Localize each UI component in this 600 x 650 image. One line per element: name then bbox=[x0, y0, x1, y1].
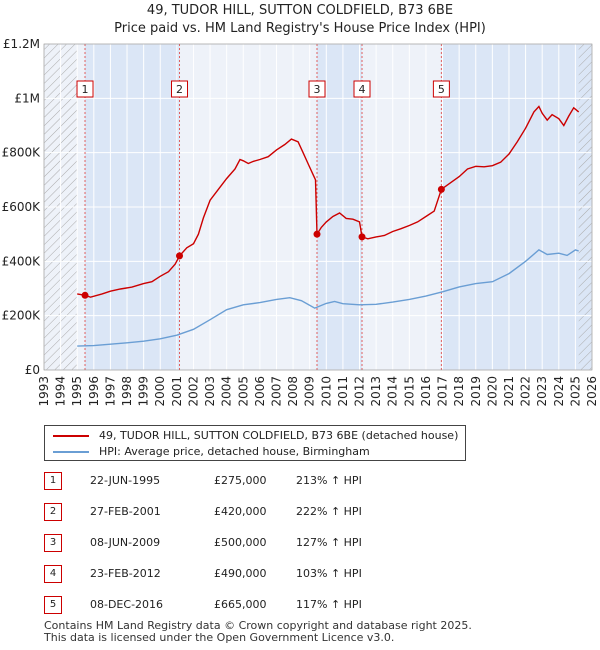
y-tick-label: £1M bbox=[14, 91, 40, 105]
legend-label-property: 49, TUDOR HILL, SUTTON COLDFIELD, B73 6B… bbox=[99, 429, 459, 442]
sale-price: £490,000 bbox=[214, 567, 267, 580]
sale-date: 22-JUN-1995 bbox=[90, 474, 161, 487]
x-tick-label: 2024 bbox=[552, 376, 566, 407]
x-tick-label: 2020 bbox=[485, 376, 499, 407]
x-tick-label: 2007 bbox=[269, 376, 283, 407]
sale-price: £500,000 bbox=[214, 536, 267, 549]
x-tick-label: 1994 bbox=[54, 376, 68, 407]
x-tick-label: 2017 bbox=[436, 376, 450, 407]
x-tick-label: 2018 bbox=[452, 376, 466, 407]
sale-marker-label: 1 bbox=[82, 83, 89, 96]
sale-marker-box bbox=[432, 80, 450, 98]
footer-attribution: Contains HM Land Registry data © Crown c… bbox=[44, 620, 472, 644]
x-tick-label: 1999 bbox=[137, 376, 151, 407]
sale-point bbox=[176, 252, 184, 260]
sale-marker-label: 5 bbox=[438, 83, 445, 96]
sale-hpi-change: 117% ↑ HPI bbox=[296, 598, 362, 611]
table-row: 1 22-JUN-1995 £275,000 213% ↑ HPI bbox=[44, 472, 444, 490]
sale-marker-box bbox=[76, 80, 94, 98]
sale-hpi-change: 222% ↑ HPI bbox=[296, 505, 362, 518]
x-tick-label: 2006 bbox=[253, 376, 267, 407]
x-tick-label: 1995 bbox=[70, 376, 84, 407]
x-tick-label: 1998 bbox=[120, 376, 134, 407]
x-tick-label: 2001 bbox=[170, 376, 184, 407]
x-tick-label: 2013 bbox=[369, 376, 383, 407]
x-tick-label: 2019 bbox=[469, 376, 483, 407]
sale-marker-box bbox=[353, 80, 371, 98]
sale-point bbox=[81, 291, 89, 299]
y-tick-label: £1.2M bbox=[3, 37, 40, 51]
x-tick-label: 2009 bbox=[303, 376, 317, 407]
x-tick-label: 2011 bbox=[336, 376, 350, 407]
table-row: 2 27-FEB-2001 £420,000 222% ↑ HPI bbox=[44, 503, 444, 521]
price-chart: 1 2 3 4 5 £0 £200K £400K £600K £800K £1M £1.2M 1993… bbox=[2, 37, 599, 407]
x-tick-label: 1997 bbox=[103, 376, 117, 407]
footer-line-1: Contains HM Land Registry data © Crown c… bbox=[44, 619, 472, 632]
x-tick-label: 2005 bbox=[236, 376, 250, 407]
sale-marker-box bbox=[171, 80, 189, 98]
sale-date: 27-FEB-2001 bbox=[90, 505, 161, 518]
y-tick-label: £600K bbox=[2, 200, 42, 214]
sale-point bbox=[437, 185, 445, 193]
table-row: 5 08-DEC-2016 £665,000 117% ↑ HPI bbox=[44, 596, 444, 614]
chart-title: 49, TUDOR HILL, SUTTON COLDFIELD, B73 6B… bbox=[0, 2, 600, 38]
x-tick-label: 2021 bbox=[502, 376, 516, 407]
sale-hpi-change: 213% ↑ HPI bbox=[296, 474, 362, 487]
y-tick-label: £400K bbox=[2, 254, 42, 268]
sale-marker-label: 3 bbox=[314, 83, 321, 96]
x-tick-label: 2015 bbox=[402, 376, 416, 407]
sale-point bbox=[313, 230, 321, 238]
x-tick-label: 2004 bbox=[220, 376, 234, 407]
plot-frame bbox=[43, 43, 593, 371]
x-tick-label: 2026 bbox=[585, 376, 599, 407]
x-tick-label: 2016 bbox=[419, 376, 433, 407]
x-tick-label: 2022 bbox=[519, 376, 533, 407]
sale-date: 08-DEC-2016 bbox=[90, 598, 164, 611]
title-line-1: 49, TUDOR HILL, SUTTON COLDFIELD, B73 6B… bbox=[146, 3, 454, 18]
sale-marker-box bbox=[308, 80, 326, 98]
table-row: 3 08-JUN-2009 £500,000 127% ↑ HPI bbox=[44, 534, 444, 552]
sale-number-badge: 2 bbox=[44, 503, 62, 521]
x-tick-label: 2000 bbox=[153, 376, 167, 407]
sale-date: 08-JUN-2009 bbox=[90, 536, 161, 549]
title-line-2: Price paid vs. HM Land Registry's House … bbox=[114, 21, 486, 36]
x-tick-label: 2025 bbox=[568, 376, 582, 407]
sale-hpi-change: 103% ↑ HPI bbox=[296, 567, 362, 580]
sale-price: £420,000 bbox=[214, 505, 267, 518]
legend-swatch-hpi bbox=[53, 451, 89, 453]
table-row: 4 23-FEB-2012 £490,000 103% ↑ HPI bbox=[44, 565, 444, 583]
sale-price: £665,000 bbox=[214, 598, 267, 611]
sale-hpi-change: 127% ↑ HPI bbox=[296, 536, 362, 549]
x-tick-label: 1996 bbox=[87, 376, 101, 407]
x-tick-label: 2003 bbox=[203, 376, 217, 407]
y-tick-label: £800K bbox=[2, 146, 42, 160]
x-tick-label: 2012 bbox=[353, 376, 367, 407]
sale-number-badge: 5 bbox=[44, 596, 62, 614]
sale-marker-label: 4 bbox=[359, 83, 366, 96]
x-tick-label: 2010 bbox=[319, 376, 333, 407]
x-tick-label: 2002 bbox=[186, 376, 200, 407]
legend-swatch-property bbox=[53, 435, 89, 437]
sale-number-badge: 1 bbox=[44, 472, 62, 490]
chart-legend: 49, TUDOR HILL, SUTTON COLDFIELD, B73 6B… bbox=[44, 425, 466, 461]
sale-marker-label: 2 bbox=[176, 83, 183, 96]
y-tick-label: £200K bbox=[2, 309, 42, 323]
x-tick-label: 2014 bbox=[386, 376, 400, 407]
x-tick-label: 1993 bbox=[37, 376, 51, 407]
y-tick-label: £0 bbox=[25, 363, 40, 377]
sale-point bbox=[358, 233, 366, 241]
x-tick-label: 2023 bbox=[535, 376, 549, 407]
sale-price: £275,000 bbox=[214, 474, 267, 487]
hpi-line bbox=[77, 249, 579, 347]
sale-number-badge: 3 bbox=[44, 534, 62, 552]
legend-label-hpi: HPI: Average price, detached house, Birm… bbox=[99, 445, 370, 458]
sale-number-badge: 4 bbox=[44, 565, 62, 583]
x-tick-label: 2008 bbox=[286, 376, 300, 407]
footer-line-2: This data is licensed under the Open Gov… bbox=[44, 631, 395, 644]
sale-date: 23-FEB-2012 bbox=[90, 567, 161, 580]
